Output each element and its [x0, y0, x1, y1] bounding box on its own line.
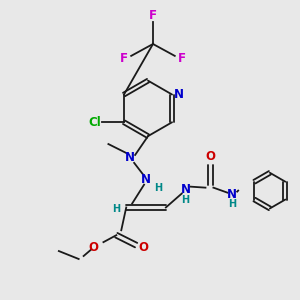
- Text: F: F: [120, 52, 128, 65]
- Text: N: N: [227, 188, 237, 201]
- Text: Cl: Cl: [88, 116, 100, 129]
- Text: F: F: [178, 52, 186, 65]
- Text: N: N: [141, 173, 151, 186]
- Text: H: H: [182, 194, 190, 205]
- Text: H: H: [112, 204, 120, 214]
- Text: N: N: [174, 88, 184, 101]
- Text: H: H: [228, 200, 236, 209]
- Text: N: N: [181, 183, 191, 196]
- Text: O: O: [88, 241, 98, 254]
- Text: O: O: [206, 150, 215, 164]
- Text: O: O: [138, 241, 148, 254]
- Text: N: N: [125, 152, 135, 164]
- Text: F: F: [149, 9, 157, 22]
- Text: H: H: [154, 183, 162, 193]
